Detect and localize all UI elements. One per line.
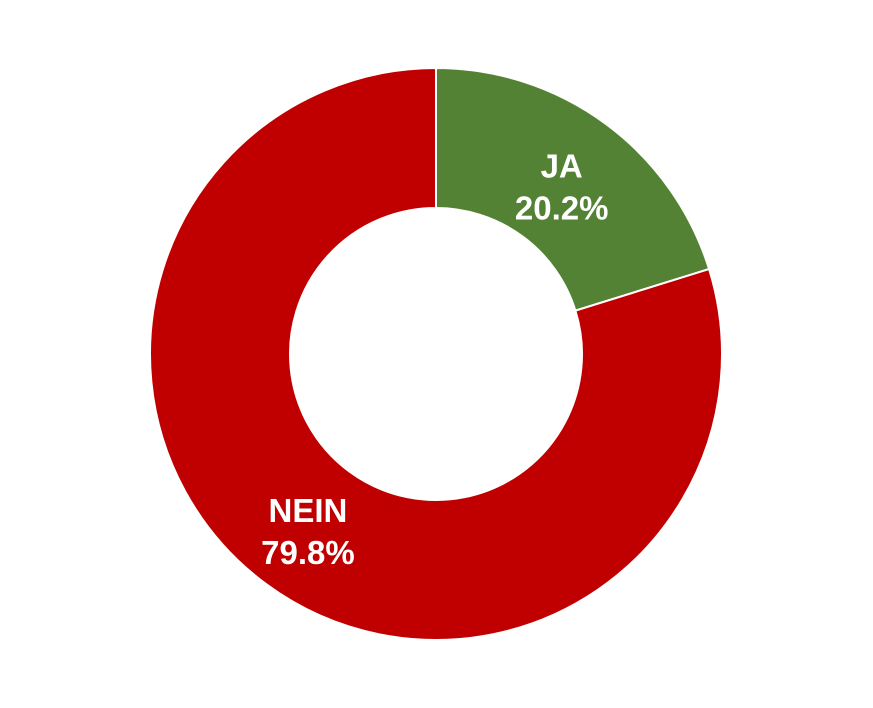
slice-label-value-nein: 79.8% [261,534,355,571]
slice-nein [149,66,723,641]
slice-label-name-nein: NEIN [269,492,348,529]
slice-label-name-ja: JA [541,147,583,184]
slice-ja [435,66,711,312]
slice-labels: JA 20.2% NEIN 79.8% [261,147,608,571]
donut-slices [149,66,723,641]
slice-label-value-ja: 20.2% [515,189,609,226]
